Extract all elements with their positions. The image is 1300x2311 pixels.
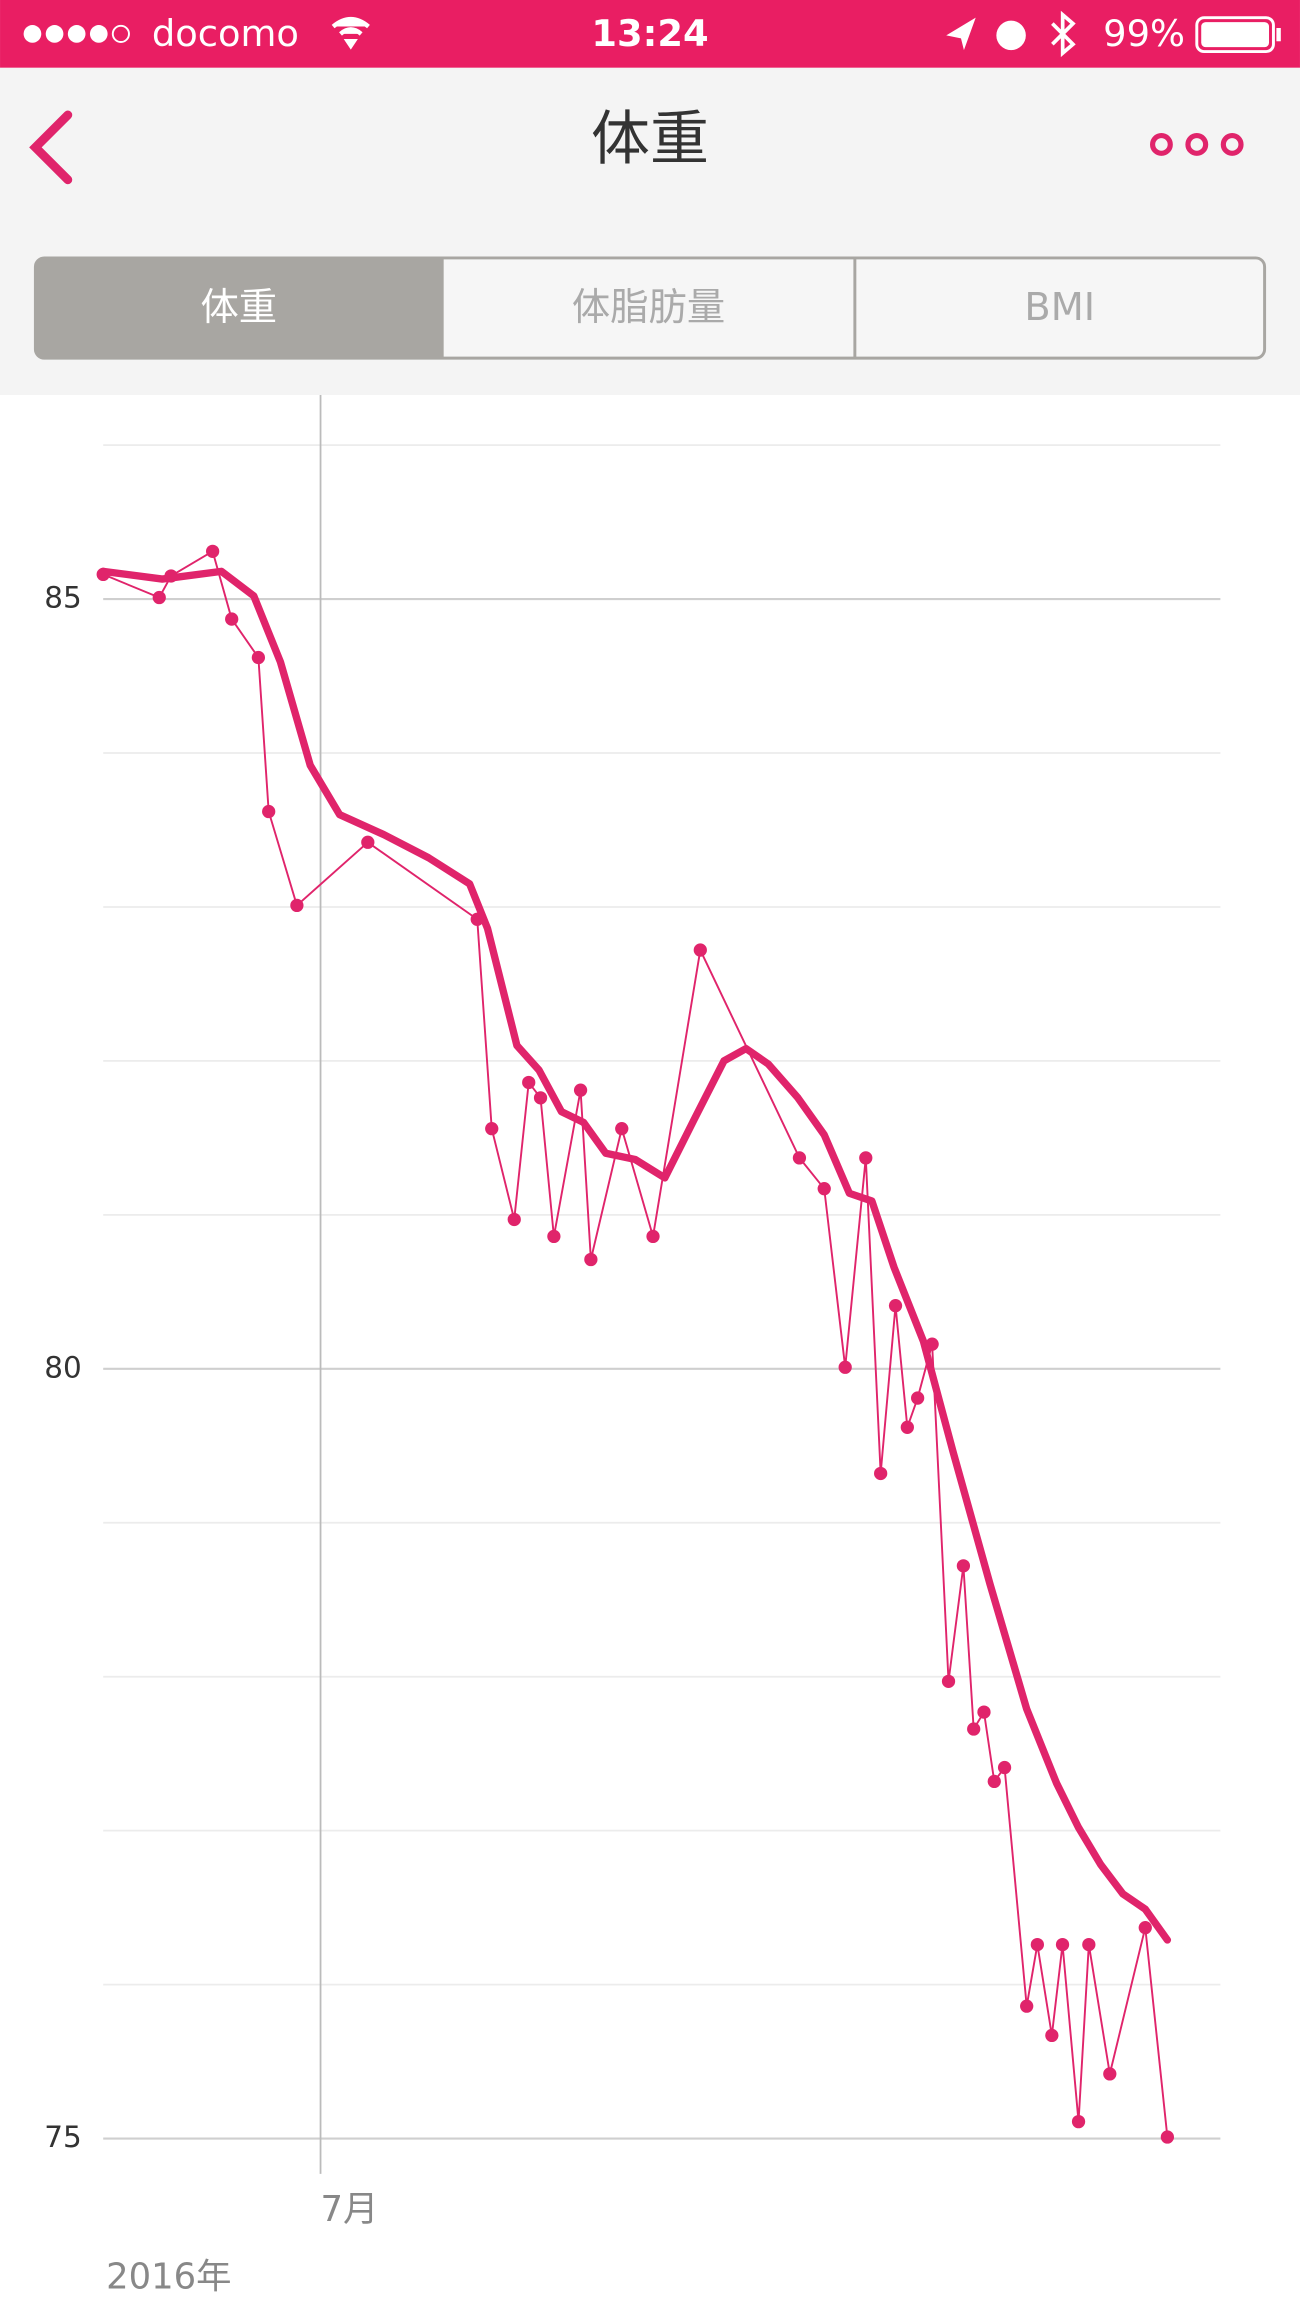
data-point	[1020, 1999, 1034, 2013]
data-point	[874, 1466, 888, 1481]
tab[interactable]: BMI	[1024, 285, 1095, 330]
y-tick-label: 85	[44, 581, 82, 615]
series-line	[102, 550, 1169, 2138]
series-line	[99, 567, 1172, 1944]
data-point	[967, 1722, 981, 1736]
data-point	[225, 612, 239, 626]
wifi-icon	[331, 16, 370, 50]
data-point	[533, 1091, 548, 1105]
data-point	[888, 1299, 903, 1313]
data-point	[573, 1083, 588, 1097]
data-point	[956, 1559, 971, 1573]
data-point	[817, 1182, 831, 1196]
data-point	[361, 835, 375, 849]
status-bar	[0, 0, 1300, 68]
data-point	[1160, 2130, 1175, 2144]
y-tick-label: 75	[44, 2120, 82, 2154]
data-point	[997, 1760, 1012, 1775]
alarm-icon	[996, 20, 1026, 51]
clock: 13:24	[591, 12, 708, 55]
tab-selected-bg	[35, 257, 443, 359]
tab[interactable]: 体脂肪量	[572, 285, 725, 330]
battery-percent: 99%	[1103, 12, 1185, 55]
data-point	[547, 1229, 561, 1244]
y-tick-label: 80	[44, 1350, 82, 1384]
data-point	[900, 1420, 914, 1434]
data-point	[1030, 1937, 1044, 1952]
data-point	[615, 1122, 629, 1136]
data-point	[646, 1229, 660, 1244]
data-point	[1138, 1921, 1152, 1935]
battery-tip	[1276, 28, 1281, 42]
battery-level	[1201, 22, 1270, 48]
data-point	[1082, 1937, 1096, 1952]
data-point	[290, 898, 304, 913]
battery-icon	[1195, 16, 1275, 54]
data-point	[693, 943, 707, 957]
data-point	[1071, 2114, 1086, 2129]
more-button[interactable]	[1150, 133, 1244, 156]
data-point	[1045, 2028, 1059, 2043]
chart: 75 80 85 7月 2016年	[44, 394, 1221, 2298]
data-point	[522, 1075, 536, 1090]
data-point	[251, 650, 266, 665]
x-tick-label: 7月	[321, 2189, 379, 2230]
nav-title: 体重	[591, 104, 709, 173]
data-point	[584, 1252, 598, 1267]
data-point	[977, 1705, 991, 1719]
tab[interactable]: 体重	[200, 285, 277, 330]
x-sublabel: 2016年	[106, 2257, 231, 2298]
data-point	[507, 1212, 521, 1227]
back-button[interactable]	[29, 110, 73, 185]
data-point	[911, 1391, 925, 1405]
data-point	[987, 1774, 1001, 1789]
data-point	[262, 804, 276, 819]
data-point	[1103, 2067, 1117, 2081]
location-icon	[946, 17, 976, 51]
data-point	[1055, 1937, 1070, 1952]
carrier: docomo	[152, 12, 299, 55]
bluetooth-icon	[1051, 10, 1076, 58]
data-point	[838, 1360, 852, 1374]
data-point	[941, 1674, 956, 1688]
data-point	[485, 1122, 499, 1136]
data-point	[792, 1151, 807, 1165]
signal	[23, 24, 130, 43]
data-point	[152, 590, 166, 605]
data-point	[859, 1151, 873, 1165]
data-point	[205, 544, 220, 558]
